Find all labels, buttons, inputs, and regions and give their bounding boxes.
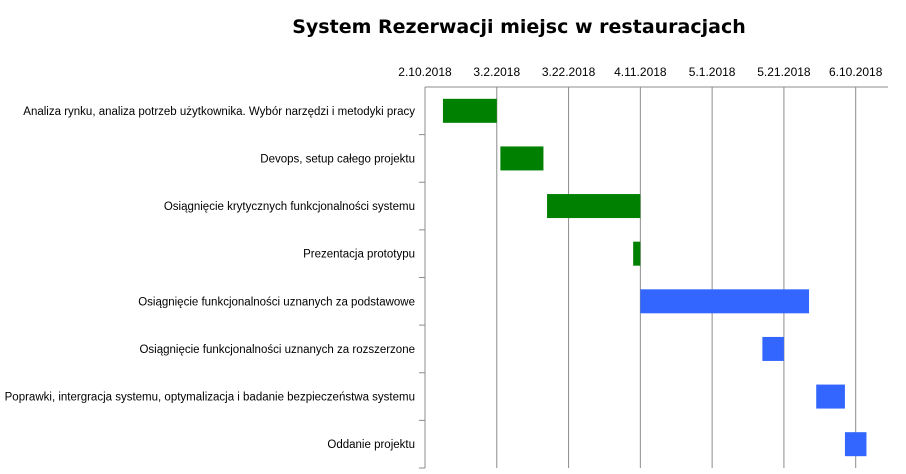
task-label: Osiągnięcie funkcjonalności uznanych za … <box>139 344 415 356</box>
x-tick-label: 3.2.2018 <box>473 65 520 79</box>
task-bar <box>500 146 544 171</box>
x-tick-label: 2.10.2018 <box>398 65 452 79</box>
x-axis-ticks: 2.10.2018 3.2.2018 3.22.2018 4.11.2018 5.1.2… <box>398 65 882 79</box>
task-bar <box>640 289 810 314</box>
task-label: Prezentacja prototypu <box>303 249 415 261</box>
task-bar <box>442 98 497 123</box>
task-bar <box>844 432 867 457</box>
task-bar <box>762 336 784 361</box>
x-tick-label: 5.21.2018 <box>757 65 811 79</box>
task-bar <box>816 384 845 409</box>
x-tick-label: 5.1.2018 <box>689 65 736 79</box>
task-label: Oddanie projektu <box>327 439 415 451</box>
chart-title: System Rezerwacji miejsc w restauracjach <box>292 16 746 38</box>
x-tick-label: 3.22.2018 <box>542 65 596 79</box>
grid-layer <box>424 86 888 468</box>
task-bar <box>547 194 641 219</box>
task-rows: Analiza rynku, analiza potrzeb użytkowni… <box>5 98 867 469</box>
task-label: Devops, setup całego projektu <box>260 153 415 165</box>
x-tick-label: 6.10.2018 <box>829 65 883 79</box>
x-tick-label: 4.11.2018 <box>614 65 667 79</box>
task-bar <box>633 241 641 266</box>
task-label: Poprawki, intergracja systemu, optymaliz… <box>5 392 415 404</box>
task-label: Analiza rynku, analiza potrzeb użytkowni… <box>23 106 415 118</box>
task-label: Osiągnięcie funkcjonalności uznanych za … <box>138 296 415 308</box>
task-label: Osiągnięcie krytycznych funkcjonalności … <box>164 201 415 213</box>
